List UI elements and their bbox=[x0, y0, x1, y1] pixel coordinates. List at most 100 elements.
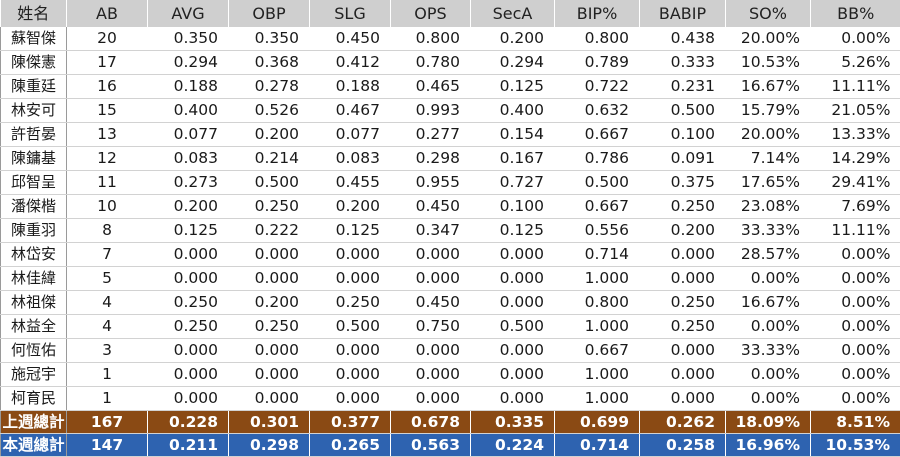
cell-avg: 0.294 bbox=[148, 51, 229, 75]
header-ops[interactable]: OPS bbox=[391, 0, 471, 27]
cell-babip: 0.000 bbox=[640, 267, 726, 291]
cell-ops: 0.277 bbox=[391, 123, 471, 147]
cell-so-pct: 0.00% bbox=[726, 387, 811, 411]
cell-player-name: 陳鏞基 bbox=[1, 147, 67, 171]
header-ab[interactable]: AB bbox=[67, 0, 148, 27]
cell-seca: 0.000 bbox=[471, 267, 555, 291]
header-so-pct[interactable]: SO% bbox=[726, 0, 811, 27]
cell-so-pct: 33.33% bbox=[726, 339, 811, 363]
cell-avg: 0.000 bbox=[148, 267, 229, 291]
cell-bb-pct: 7.69% bbox=[811, 195, 900, 219]
cell-player-name: 林佳緯 bbox=[1, 267, 67, 291]
total-cell-so-pct: 16.96% bbox=[726, 434, 811, 457]
header-bip-pct[interactable]: BIP% bbox=[555, 0, 640, 27]
cell-bip-pct: 0.789 bbox=[555, 51, 640, 75]
cell-so-pct: 0.00% bbox=[726, 363, 811, 387]
cell-at-bats: 16 bbox=[67, 75, 148, 99]
cell-ops: 0.000 bbox=[391, 387, 471, 411]
cell-slg: 0.188 bbox=[310, 75, 391, 99]
cell-at-bats: 5 bbox=[67, 267, 148, 291]
cell-avg: 0.000 bbox=[148, 339, 229, 363]
cell-bb-pct: 0.00% bbox=[811, 243, 900, 267]
cell-ops: 0.780 bbox=[391, 51, 471, 75]
cell-babip: 0.250 bbox=[640, 291, 726, 315]
cell-bip-pct: 1.000 bbox=[555, 315, 640, 339]
total-cell-seca: 0.224 bbox=[471, 434, 555, 457]
cell-obp: 0.526 bbox=[229, 99, 310, 123]
cell-babip: 0.500 bbox=[640, 99, 726, 123]
total-cell-ops: 0.563 bbox=[391, 434, 471, 457]
cell-avg: 0.000 bbox=[148, 387, 229, 411]
cell-avg: 0.250 bbox=[148, 315, 229, 339]
header-avg[interactable]: AVG bbox=[148, 0, 229, 27]
cell-seca: 0.125 bbox=[471, 75, 555, 99]
cell-so-pct: 28.57% bbox=[726, 243, 811, 267]
header-bb-pct[interactable]: BB% bbox=[811, 0, 900, 27]
cell-bip-pct: 0.667 bbox=[555, 339, 640, 363]
cell-bb-pct: 29.41% bbox=[811, 171, 900, 195]
cell-bip-pct: 0.714 bbox=[555, 243, 640, 267]
header-name[interactable]: 姓名 bbox=[1, 0, 67, 27]
cell-seca: 0.125 bbox=[471, 219, 555, 243]
cell-ops: 0.465 bbox=[391, 75, 471, 99]
cell-at-bats: 8 bbox=[67, 219, 148, 243]
cell-at-bats: 7 bbox=[67, 243, 148, 267]
cell-bb-pct: 13.33% bbox=[811, 123, 900, 147]
cell-babip: 0.231 bbox=[640, 75, 726, 99]
cell-ops: 0.000 bbox=[391, 363, 471, 387]
header-seca[interactable]: SecA bbox=[471, 0, 555, 27]
cell-babip: 0.250 bbox=[640, 315, 726, 339]
cell-at-bats: 3 bbox=[67, 339, 148, 363]
cell-obp: 0.200 bbox=[229, 291, 310, 315]
header-slg[interactable]: SLG bbox=[310, 0, 391, 27]
cell-babip: 0.000 bbox=[640, 363, 726, 387]
total-cell-bb-pct: 8.51% bbox=[811, 411, 900, 434]
total-cell-babip: 0.258 bbox=[640, 434, 726, 457]
cell-seca: 0.000 bbox=[471, 387, 555, 411]
cell-bip-pct: 0.667 bbox=[555, 195, 640, 219]
cell-bip-pct: 0.800 bbox=[555, 27, 640, 51]
total-cell-bip-pct: 0.714 bbox=[555, 434, 640, 457]
cell-slg: 0.083 bbox=[310, 147, 391, 171]
cell-at-bats: 10 bbox=[67, 195, 148, 219]
cell-player-name: 林益全 bbox=[1, 315, 67, 339]
total-cell-ops: 0.678 bbox=[391, 411, 471, 434]
cell-seca: 0.500 bbox=[471, 315, 555, 339]
cell-seca: 0.200 bbox=[471, 27, 555, 51]
header-obp[interactable]: OBP bbox=[229, 0, 310, 27]
header-babip[interactable]: BABIP bbox=[640, 0, 726, 27]
cell-bb-pct: 0.00% bbox=[811, 363, 900, 387]
cell-bip-pct: 0.786 bbox=[555, 147, 640, 171]
cell-ops: 0.298 bbox=[391, 147, 471, 171]
cell-slg: 0.000 bbox=[310, 267, 391, 291]
cell-avg: 0.350 bbox=[148, 27, 229, 51]
cell-bb-pct: 0.00% bbox=[811, 339, 900, 363]
cell-avg: 0.250 bbox=[148, 291, 229, 315]
cell-player-name: 陳重廷 bbox=[1, 75, 67, 99]
cell-avg: 0.400 bbox=[148, 99, 229, 123]
total-cell-so-pct: 18.09% bbox=[726, 411, 811, 434]
cell-seca: 0.000 bbox=[471, 243, 555, 267]
cell-bip-pct: 0.500 bbox=[555, 171, 640, 195]
total-cell-babip: 0.262 bbox=[640, 411, 726, 434]
cell-avg: 0.000 bbox=[148, 243, 229, 267]
cell-at-bats: 12 bbox=[67, 147, 148, 171]
cell-seca: 0.400 bbox=[471, 99, 555, 123]
